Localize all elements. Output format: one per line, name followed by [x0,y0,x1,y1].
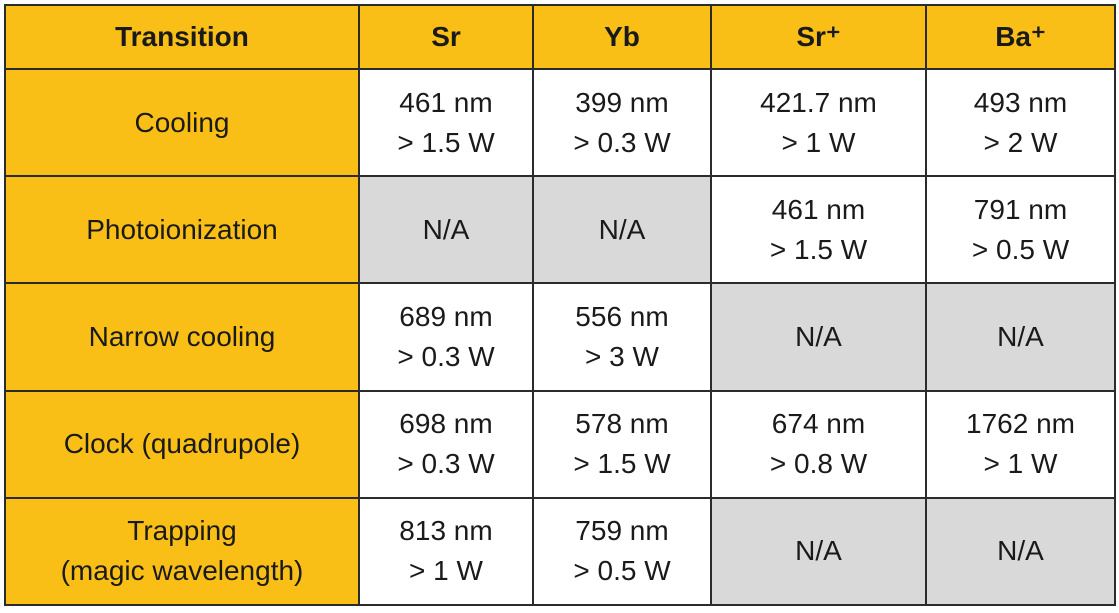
cell-line: > 0.3 W [397,448,495,480]
table-cell: 578 nm > 1.5 W [532,389,712,499]
cell-line: > 0.8 W [769,448,868,480]
table-body: Cooling 461 nm > 1.5 W 399 nm > 0.3 W 421.7 n… [4,67,1116,607]
table-cell: 674 nm > 0.8 W [710,389,927,499]
cell-line: N/A [422,213,470,245]
cell-line: > 3 W [585,340,659,372]
row-label: Clock (quadrupole) [4,389,360,499]
cell-line: 813 nm [399,515,493,547]
table-cell: N/A [532,175,712,285]
table-row: Trapping (magic wavelength) 813 nm > 1 W 759… [4,496,1116,607]
cell-line: > 1.5 W [769,233,868,265]
table-cell: N/A [925,496,1116,607]
cell-line: 556 nm [575,300,669,332]
row-label: Narrow cooling [4,282,360,392]
table-cell: 791 nm > 0.5 W [925,175,1116,285]
table-cell: N/A [358,175,534,285]
cell-line: > 0.5 W [573,555,671,587]
cell-line: > 0.3 W [573,126,671,158]
table-cell: 556 nm > 3 W [532,282,712,392]
table-row: Narrow cooling 689 nm > 0.3 W 556 nm > 3 W N/… [4,282,1116,392]
cell-line: > 0.5 W [971,233,1070,265]
cell-line: N/A [795,535,842,567]
row-label: Trapping (magic wavelength) [4,496,360,607]
table-row: Clock (quadrupole) 698 nm > 0.3 W 578 nm > 1… [4,389,1116,499]
cell-line: 1762 nm [966,408,1075,440]
cell-line: 461 nm [399,86,493,118]
table-cell: 689 nm > 0.3 W [358,282,534,392]
cell-line: > 1 W [983,448,1058,480]
table-cell: N/A [710,496,927,607]
header-cell: Yb [532,4,712,70]
table-row: Photoionization N/A N/A 461 nm > 1.5 W 791 nm… [4,175,1116,285]
cell-line: N/A [795,320,842,352]
cell-line: 461 nm [771,193,866,225]
cell-line: 674 nm [771,408,866,440]
table-cell: 461 nm > 1.5 W [710,175,927,285]
cell-line: 399 nm [575,86,669,118]
row-label: Photoionization [4,175,360,285]
header-cell: Sr⁺ [710,4,927,70]
cell-line: 698 nm [399,408,493,440]
table-row: Cooling 461 nm > 1.5 W 399 nm > 0.3 W 421.7 n… [4,67,1116,178]
cell-line: Photoionization [86,213,278,245]
cell-line: N/A [997,535,1044,567]
cell-line: > 1.5 W [397,126,495,158]
header-cell: Sr [358,4,534,70]
cell-line: Clock (quadrupole) [63,428,301,460]
table-cell: 399 nm > 0.3 W [532,67,712,178]
cell-line: Trapping [127,515,237,547]
cell-line: 689 nm [399,300,493,332]
table-cell: 698 nm > 0.3 W [358,389,534,499]
cell-line: N/A [598,213,646,245]
cell-line: 759 nm [575,515,669,547]
cell-line: Cooling [134,106,230,138]
cell-line: N/A [997,320,1044,352]
header-cell: Ba⁺ [925,4,1116,70]
cell-line: Narrow cooling [88,320,276,352]
table-cell: 493 nm > 2 W [925,67,1116,178]
cell-line: 578 nm [575,408,669,440]
table-cell: 1762 nm > 1 W [925,389,1116,499]
header-cell: Transition [4,4,360,70]
table-cell: 759 nm > 0.5 W [532,496,712,607]
table-cell: N/A [925,282,1116,392]
header-row: Transition Sr Yb Sr⁺ Ba⁺ [4,4,1116,70]
table-cell: 813 nm > 1 W [358,496,534,607]
cell-line: > 1.5 W [573,448,671,480]
cell-line: > 1 W [409,555,483,587]
cell-line: > 1 W [781,126,856,158]
cell-line: > 0.3 W [397,340,495,372]
cell-line: (magic wavelength) [60,555,304,587]
table-cell: 461 nm > 1.5 W [358,67,534,178]
cell-line: > 2 W [983,126,1058,158]
data-table: Transition Sr Yb Sr⁺ Ba⁺ Cooling 461 nm > 1.5 … [4,4,1116,607]
table-cell: N/A [710,282,927,392]
cell-line: 421.7 nm [760,86,877,118]
row-label: Cooling [4,67,360,178]
cell-line: 493 nm [973,86,1068,118]
cell-line: 791 nm [973,193,1068,225]
table-cell: 421.7 nm > 1 W [710,67,927,178]
